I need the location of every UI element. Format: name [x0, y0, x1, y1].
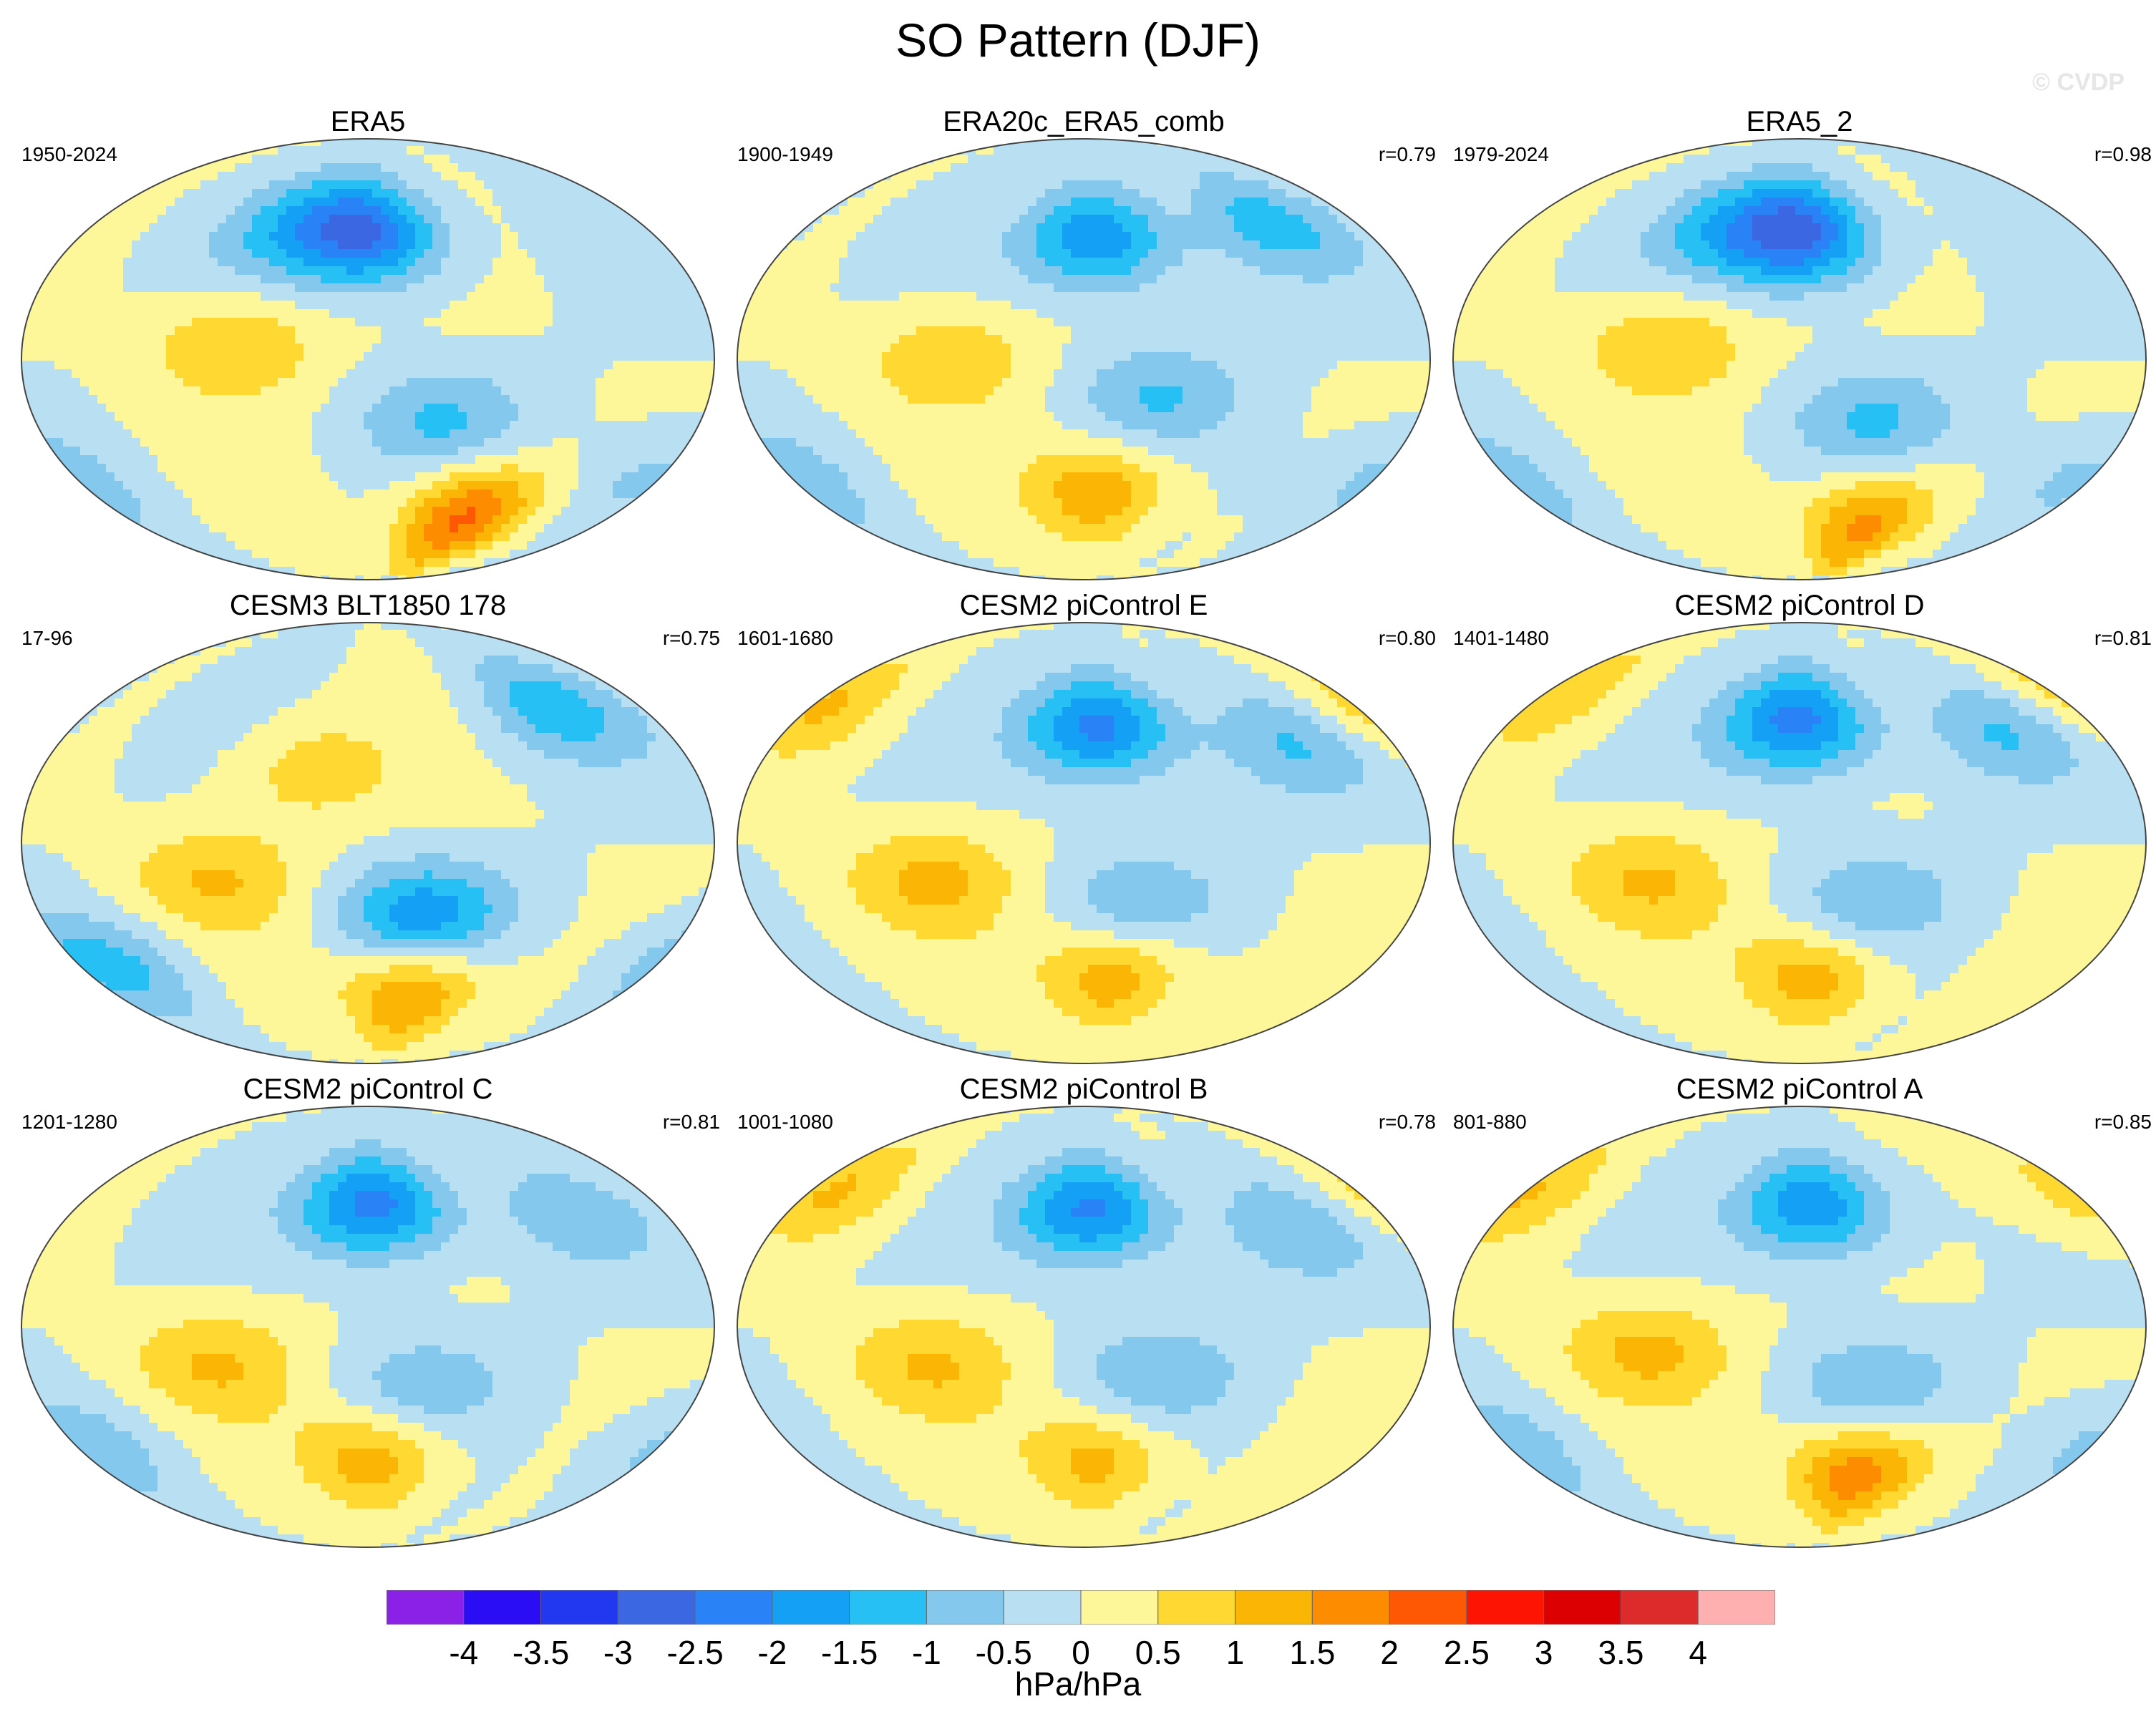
watermark: © CVDP — [2032, 69, 2125, 97]
panel-correlation: r=0.75 — [663, 627, 720, 650]
world-map — [21, 1106, 715, 1548]
colorbar-swatch — [1697, 1590, 1775, 1625]
colorbar-swatch — [849, 1590, 927, 1625]
world-map — [21, 138, 715, 580]
map-outline — [1452, 1106, 2147, 1548]
map-panel: CESM3 BLT1850 178 17-96 r=0.75 — [10, 590, 726, 1076]
map-panel: CESM2 piControl A 801-880 r=0.85 — [1442, 1073, 2156, 1560]
colorbar-tick-label: -1.5 — [821, 1633, 878, 1672]
panel-title: CESM2 piControl A — [1442, 1073, 2156, 1106]
colorbar-tick-label: 4 — [1689, 1633, 1707, 1672]
world-map — [1452, 138, 2147, 580]
colorbar-tick-label: -3 — [603, 1633, 633, 1672]
panel-title: CESM2 piControl E — [726, 590, 1442, 622]
colorbar-tick-label: 2 — [1380, 1633, 1399, 1672]
panel-period: 1401-1480 — [1453, 627, 1549, 650]
colorbar-tick-label: -0.5 — [976, 1633, 1032, 1672]
colorbar-tick-label: 0 — [1072, 1633, 1090, 1672]
panel-period: 1950-2024 — [21, 143, 117, 166]
panel-correlation: r=0.79 — [1379, 143, 1436, 166]
panel-title: CESM3 BLT1850 178 — [10, 590, 726, 622]
colorbar-swatch — [1543, 1590, 1621, 1625]
colorbar-tick-label: 1.5 — [1289, 1633, 1335, 1672]
panel-correlation: r=0.80 — [1379, 627, 1436, 650]
world-map — [21, 622, 715, 1064]
colorbar-tick-label: 1 — [1226, 1633, 1245, 1672]
map-outline — [737, 622, 1431, 1064]
map-panel: CESM2 piControl E 1601-1680 r=0.80 — [726, 590, 1442, 1076]
map-outline — [21, 1106, 715, 1548]
colorbar-tick-label: 3 — [1535, 1633, 1553, 1672]
panel-correlation: r=0.78 — [1379, 1111, 1436, 1134]
map-outline — [737, 1106, 1431, 1548]
world-map — [1452, 622, 2147, 1064]
colorbar-tick-label: -3.5 — [513, 1633, 569, 1672]
colorbar-tick-label: 2.5 — [1444, 1633, 1490, 1672]
world-map — [737, 1106, 1431, 1548]
colorbar-swatch — [1080, 1590, 1159, 1625]
colorbar-swatch — [1235, 1590, 1313, 1625]
panel-title: ERA5_2 — [1442, 106, 2156, 138]
world-map — [737, 138, 1431, 580]
colorbar-swatch — [1003, 1590, 1082, 1625]
colorbar-tick-label: -1 — [912, 1633, 941, 1672]
colorbar-swatch — [540, 1590, 618, 1625]
map-panel: CESM2 piControl C 1201-1280 r=0.81 — [10, 1073, 726, 1560]
map-panel: ERA5 1950-2024 — [10, 106, 726, 593]
panel-period: 801-880 — [1453, 1111, 1527, 1134]
panel-correlation: r=0.85 — [2094, 1111, 2152, 1134]
map-outline — [21, 622, 715, 1064]
map-outline — [1452, 138, 2147, 580]
colorbar-swatch — [772, 1590, 850, 1625]
colorbar-tick-label: 3.5 — [1598, 1633, 1643, 1672]
panel-correlation: r=0.98 — [2094, 143, 2152, 166]
panel-period: 1001-1080 — [737, 1111, 833, 1134]
colorbar-swatch — [1157, 1590, 1236, 1625]
colorbar-swatch — [463, 1590, 542, 1625]
colorbar-swatch — [617, 1590, 696, 1625]
panel-correlation: r=0.81 — [663, 1111, 720, 1134]
panel-period: 1201-1280 — [21, 1111, 117, 1134]
colorbar-swatch — [1466, 1590, 1545, 1625]
world-map — [737, 622, 1431, 1064]
map-panel: ERA5_2 1979-2024 r=0.98 — [1442, 106, 2156, 593]
map-panel: CESM2 piControl B 1001-1080 r=0.78 — [726, 1073, 1442, 1560]
colorbar-swatch — [387, 1590, 465, 1625]
panel-title: CESM2 piControl D — [1442, 590, 2156, 622]
colorbar-swatch — [1311, 1590, 1390, 1625]
panel-period: 1979-2024 — [1453, 143, 1549, 166]
page-title: SO Pattern (DJF) — [0, 13, 2156, 67]
panel-title: CESM2 piControl B — [726, 1073, 1442, 1106]
panel-period: 1900-1949 — [737, 143, 833, 166]
colorbar-tick-label: 0.5 — [1135, 1633, 1181, 1672]
panel-title: ERA5 — [10, 106, 726, 138]
panel-period: 17-96 — [21, 627, 73, 650]
colorbar — [387, 1590, 1775, 1625]
colorbar-tick-label: -2 — [757, 1633, 787, 1672]
panel-title: ERA20c_ERA5_comb — [726, 106, 1442, 138]
map-outline — [737, 138, 1431, 580]
colorbar-swatch — [1389, 1590, 1467, 1625]
colorbar-tick-label: -4 — [449, 1633, 478, 1672]
map-panel: CESM2 piControl D 1401-1480 r=0.81 — [1442, 590, 2156, 1076]
colorbar-swatch — [926, 1590, 1004, 1625]
panel-period: 1601-1680 — [737, 627, 833, 650]
colorbar-swatch — [1620, 1590, 1699, 1625]
colorbar-units: hPa/hPa — [0, 1665, 2156, 1703]
colorbar-swatch — [694, 1590, 773, 1625]
panel-correlation: r=0.81 — [2094, 627, 2152, 650]
world-map — [1452, 1106, 2147, 1548]
panel-title: CESM2 piControl C — [10, 1073, 726, 1106]
map-panel: ERA20c_ERA5_comb 1900-1949 r=0.79 — [726, 106, 1442, 593]
map-outline — [21, 138, 715, 580]
colorbar-tick-label: -2.5 — [666, 1633, 723, 1672]
map-outline — [1452, 622, 2147, 1064]
